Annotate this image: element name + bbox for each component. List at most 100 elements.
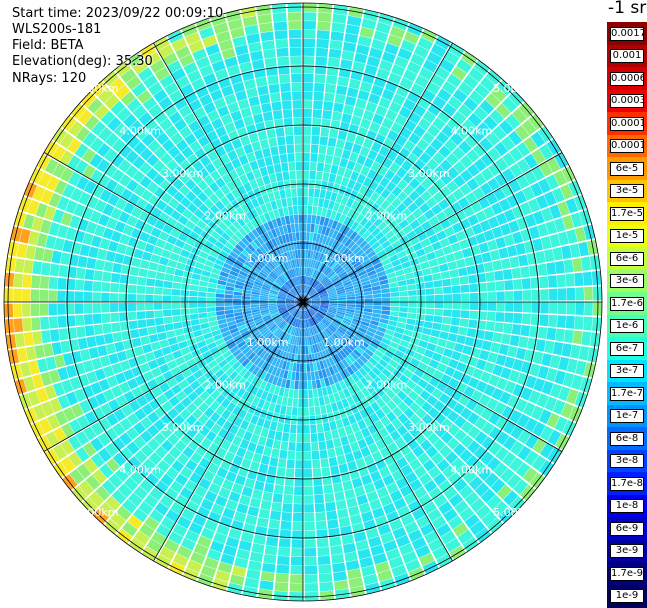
colorbar-step: 1e-9 <box>607 585 647 608</box>
range-bin <box>289 171 296 180</box>
range-bin <box>342 51 355 61</box>
range-bin <box>292 83 302 92</box>
range-bin <box>304 451 311 460</box>
range-bin <box>344 33 358 43</box>
range-bin <box>189 297 198 302</box>
range-bin <box>509 256 519 267</box>
range-bin <box>573 330 583 344</box>
range-bin <box>295 469 303 478</box>
range-bin <box>548 275 557 287</box>
range-bin <box>331 31 344 41</box>
range-bin <box>89 347 100 359</box>
range-bin <box>257 85 268 95</box>
range-bin <box>275 39 288 48</box>
range-bin <box>250 51 263 61</box>
range-bin <box>268 302 276 304</box>
range-bin <box>294 215 299 224</box>
range-bin <box>304 399 309 408</box>
range-bin <box>252 543 265 553</box>
range-bin <box>285 127 294 136</box>
range-bin <box>172 289 181 296</box>
range-bin <box>289 433 296 442</box>
range-bin <box>332 156 340 166</box>
colorbar-tick-label: 3e-7 <box>610 364 644 378</box>
range-bin <box>291 224 296 233</box>
range-bin <box>317 21 330 30</box>
range-bin <box>344 141 354 151</box>
range-bin <box>266 537 278 547</box>
range-bin <box>270 511 281 521</box>
range-bin <box>286 136 294 145</box>
range-bin <box>303 153 310 162</box>
colorbar-tick-label: 1.7e-5 <box>610 207 644 221</box>
range-bin <box>263 447 272 457</box>
range-bin <box>297 241 300 250</box>
range-bin <box>290 47 302 56</box>
range-label: 5.00km <box>77 506 119 519</box>
range-bin <box>171 296 180 302</box>
range-bin <box>408 308 417 314</box>
range-bin <box>347 461 357 471</box>
range-bin <box>426 302 435 308</box>
range-bin <box>157 332 167 341</box>
range-bin <box>337 455 346 465</box>
range-bin <box>584 302 593 315</box>
range-bin <box>78 338 88 350</box>
range-bin <box>156 272 165 280</box>
range-bin <box>432 273 441 281</box>
range-bin <box>329 129 338 139</box>
range-bin <box>297 188 302 197</box>
colorbar-step: 3e-8 <box>607 450 647 473</box>
range-bin <box>277 556 290 565</box>
colorbar-step: 1e-5 <box>607 225 647 248</box>
range-bin <box>157 264 167 272</box>
range-bin <box>593 286 602 300</box>
range-bin <box>294 495 303 504</box>
range-bin <box>305 583 318 592</box>
range-bin <box>310 424 317 433</box>
range-label: 3.00km <box>162 167 204 180</box>
range-bin <box>345 96 356 106</box>
range-bin <box>462 345 472 355</box>
range-bin <box>304 434 311 443</box>
range-bin <box>287 153 294 162</box>
range-bin <box>466 266 476 275</box>
range-bin <box>138 268 148 277</box>
range-bin <box>294 486 303 495</box>
range-bin <box>303 179 309 188</box>
range-bin <box>269 174 277 184</box>
range-bin <box>315 74 326 83</box>
range-bin <box>280 83 291 92</box>
range-bin <box>24 260 34 274</box>
range-bin <box>95 259 105 270</box>
range-bin <box>142 251 152 261</box>
range-bin <box>281 521 292 530</box>
range-bin <box>373 309 382 313</box>
range-bin <box>255 444 264 454</box>
range-bin <box>318 556 331 565</box>
range-bin <box>271 502 282 512</box>
range-bin <box>350 469 360 479</box>
range-bin <box>322 172 329 181</box>
range-bin <box>34 247 44 261</box>
range-bin <box>303 197 308 205</box>
range-bin <box>291 188 297 197</box>
range-bin <box>346 560 360 571</box>
range-bin <box>254 481 264 491</box>
range-bin <box>305 557 317 566</box>
range-bin <box>84 292 93 302</box>
colorbar-tick-label: 0.0006 <box>610 72 644 86</box>
range-bin <box>173 322 182 329</box>
range-bin <box>297 355 300 364</box>
range-bin <box>225 290 234 294</box>
range-bin <box>504 280 513 290</box>
range-bin <box>319 145 327 154</box>
range-bin <box>60 341 70 354</box>
range-bin <box>59 265 69 277</box>
range-bin <box>40 276 49 289</box>
range-bin <box>4 304 13 318</box>
range-bin <box>289 592 303 601</box>
range-bin <box>207 303 216 308</box>
range-bin <box>462 248 472 258</box>
range-bin <box>468 319 477 328</box>
